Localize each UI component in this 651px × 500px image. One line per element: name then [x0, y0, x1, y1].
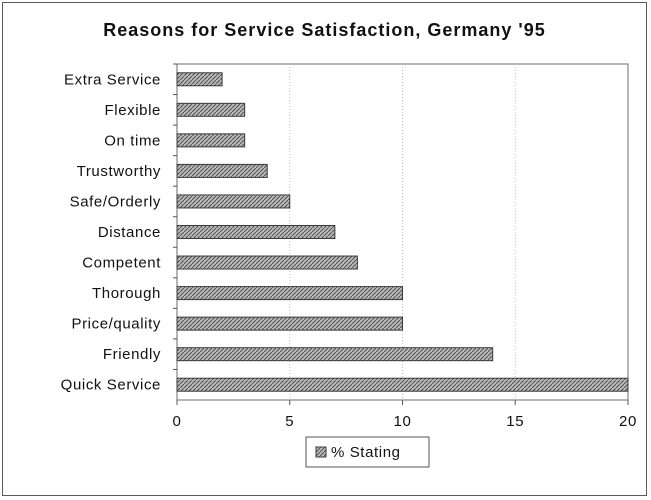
x-axis-ticks: 0 5 10 15 20 — [173, 400, 637, 430]
category-label-5: Distance — [98, 224, 161, 241]
bar-price-quality — [176, 316, 403, 331]
x-tick-label-3: 15 — [506, 413, 524, 430]
bar-distance — [176, 225, 336, 239]
legend: % Stating — [305, 436, 430, 468]
x-tick-label-2: 10 — [394, 413, 412, 430]
bar-safe-orderly — [176, 194, 291, 209]
x-tick-label-0: 0 — [173, 413, 182, 430]
category-label-1: Flexible — [105, 102, 162, 119]
bar-extra-service — [176, 72, 223, 87]
category-label-8: Price/quality — [71, 316, 161, 333]
bar-on-time — [176, 133, 246, 148]
bars — [176, 72, 629, 392]
bar-competent — [176, 255, 358, 270]
bar-flexible — [176, 102, 246, 117]
category-label-9: Friendly — [103, 346, 161, 363]
legend-swatch — [315, 446, 327, 458]
x-tick-label-1: 5 — [285, 413, 294, 430]
category-label-3: Trustworthy — [77, 163, 161, 180]
x-tick-label-4: 20 — [619, 413, 637, 430]
bar-friendly — [176, 347, 494, 362]
category-label-0: Extra Service — [64, 71, 161, 88]
category-label-4: Safe/Orderly — [70, 193, 161, 210]
chart-title: Reasons for Service Satisfaction, German… — [103, 20, 546, 40]
bar-trustworthy — [176, 163, 268, 178]
category-labels: Extra Service Flexible On time Trustworthy S… — [61, 63, 177, 394]
bar-quick-service — [176, 377, 629, 392]
category-label-10: Quick Service — [61, 377, 161, 394]
category-label-2: On time — [104, 132, 161, 149]
bar-thorough — [176, 286, 403, 301]
category-label-7: Thorough — [92, 285, 161, 302]
category-label-6: Competent — [82, 255, 161, 272]
legend-label: % Stating — [331, 444, 401, 461]
